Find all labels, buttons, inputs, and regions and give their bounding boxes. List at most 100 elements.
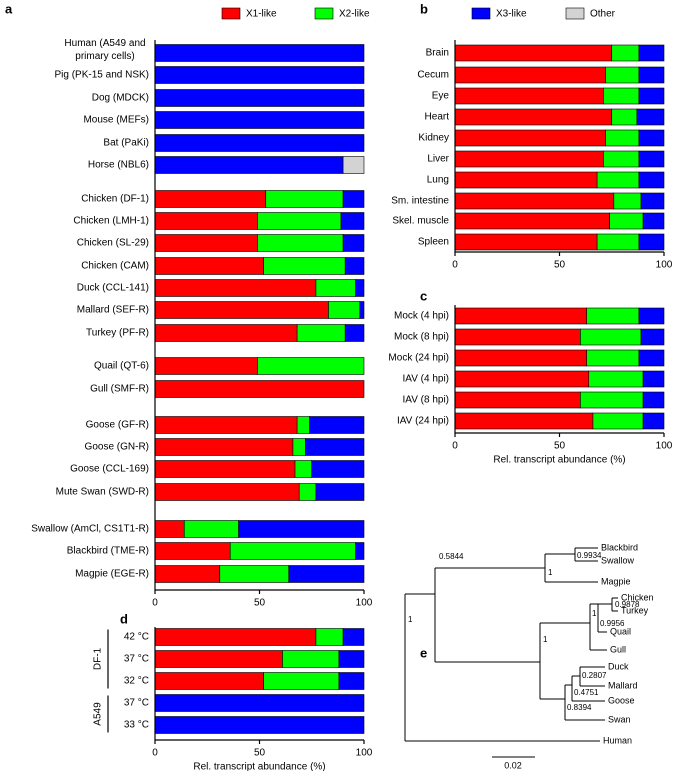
bar-segment <box>638 66 665 84</box>
category-label: Chicken (LMH-1) <box>73 216 149 227</box>
bar-segment <box>229 542 356 560</box>
bar-segment <box>265 190 344 208</box>
bar-segment <box>154 134 365 152</box>
bar-segment <box>238 520 365 538</box>
leaf-label: Mallard <box>608 680 638 690</box>
category-label: Chicken (DF-1) <box>81 194 149 205</box>
bar-segment <box>596 233 640 251</box>
bar-segment <box>288 565 365 583</box>
bar-segment <box>640 192 665 210</box>
bar-segment <box>342 156 365 174</box>
bar-segment <box>638 171 665 189</box>
bar-segment <box>154 542 231 560</box>
x-tick-label: 100 <box>656 260 673 271</box>
category-label: Goose (CCL-169) <box>70 464 149 475</box>
bar-segment <box>344 257 365 275</box>
leaf-label: Swan <box>608 714 631 724</box>
bar-segment <box>638 233 665 251</box>
bar-segment <box>315 483 365 501</box>
x-tick-label: 0 <box>452 260 458 271</box>
bar-segment <box>603 150 640 168</box>
bar-segment <box>342 190 365 208</box>
category-label: 37 °C <box>124 698 149 709</box>
bar-segment <box>580 328 642 346</box>
bar-segment <box>642 212 665 230</box>
bar-segment <box>638 150 665 168</box>
bar-segment <box>263 672 340 690</box>
bar-segment <box>642 370 665 388</box>
bar-segment <box>154 565 221 583</box>
group-label: A549 <box>93 702 104 726</box>
legend-swatch <box>221 7 241 20</box>
category-label: Quail (QT-6) <box>94 361 149 372</box>
bar-segment <box>342 234 365 252</box>
bar-segment <box>454 328 581 346</box>
panel-label: c <box>420 288 427 303</box>
bar-segment <box>154 324 298 342</box>
bar-segment <box>586 349 640 367</box>
bar-segment <box>154 111 365 129</box>
bar-segment <box>638 349 665 367</box>
category-label: Brain <box>426 48 449 59</box>
bar-segment <box>154 279 317 297</box>
bar-segment <box>640 328 665 346</box>
bar-segment <box>596 171 640 189</box>
bar-segment <box>328 301 361 319</box>
x-tick-label: 0 <box>152 748 158 759</box>
group-label: DF-1 <box>93 647 104 670</box>
bar-segment <box>154 301 329 319</box>
bar-segment <box>219 565 290 583</box>
x-tick-label: 50 <box>554 441 566 452</box>
bar-segment <box>613 192 642 210</box>
bar-segment <box>611 44 640 62</box>
bar-segment <box>257 357 365 375</box>
bar-segment <box>338 650 365 668</box>
support-value: 1 <box>548 568 553 577</box>
x-tick-label: 100 <box>356 748 373 759</box>
support-value: 0.9934 <box>577 551 602 560</box>
bar-segment <box>454 150 604 168</box>
category-label: Mock (4 hpi) <box>394 311 449 322</box>
bar-segment <box>588 370 644 388</box>
bar-segment <box>296 324 346 342</box>
bar-segment <box>315 628 344 646</box>
category-label: Mute Swan (SWD-R) <box>56 487 149 498</box>
bar-segment <box>454 412 594 430</box>
category-label: Dog (MDCK) <box>92 93 149 104</box>
legend-swatch <box>314 7 334 20</box>
category-label: Duck (CCL-141) <box>77 283 149 294</box>
leaf-label: Human <box>603 735 632 745</box>
bar-segment <box>638 44 665 62</box>
bar-segment <box>154 520 185 538</box>
bar-segment <box>311 460 365 478</box>
bar-segment <box>454 87 604 105</box>
category-label: Pig (PK-15 and NSK) <box>55 70 150 81</box>
bar-segment <box>154 483 300 501</box>
x-tick-label: 50 <box>254 598 266 609</box>
leaf-label: Quail <box>610 626 631 636</box>
category-label-box: Human (A549 and primary cells) <box>64 38 145 62</box>
category-label: Swallow (AmCl, CS1T1-R) <box>31 524 149 535</box>
bar-segment <box>154 628 317 646</box>
bar-segment <box>282 650 340 668</box>
category-label: Mock (24 hpi) <box>388 353 449 364</box>
bar-segment <box>309 416 365 434</box>
category-label: Cecum <box>417 70 449 81</box>
bar-segment <box>605 129 640 147</box>
bar-segment <box>154 156 344 174</box>
category-label: Spleen <box>418 237 449 248</box>
legend-label: X2-like <box>339 9 370 20</box>
bar-segment <box>642 412 665 430</box>
support-value: 1 <box>408 615 413 624</box>
bar-segment <box>263 257 346 275</box>
bar-segment <box>296 416 310 434</box>
legend-label: X3-like <box>496 9 527 20</box>
category-label: Mallard (SEF-R) <box>77 305 149 316</box>
support-value: 1 <box>543 635 548 644</box>
category-label: Chicken (CAM) <box>81 261 149 272</box>
x-tick-label: 50 <box>254 748 266 759</box>
bar-segment <box>154 66 365 84</box>
leaf-label: Swallow <box>601 555 635 565</box>
bar-segment <box>154 438 294 456</box>
bar-segment <box>603 87 640 105</box>
